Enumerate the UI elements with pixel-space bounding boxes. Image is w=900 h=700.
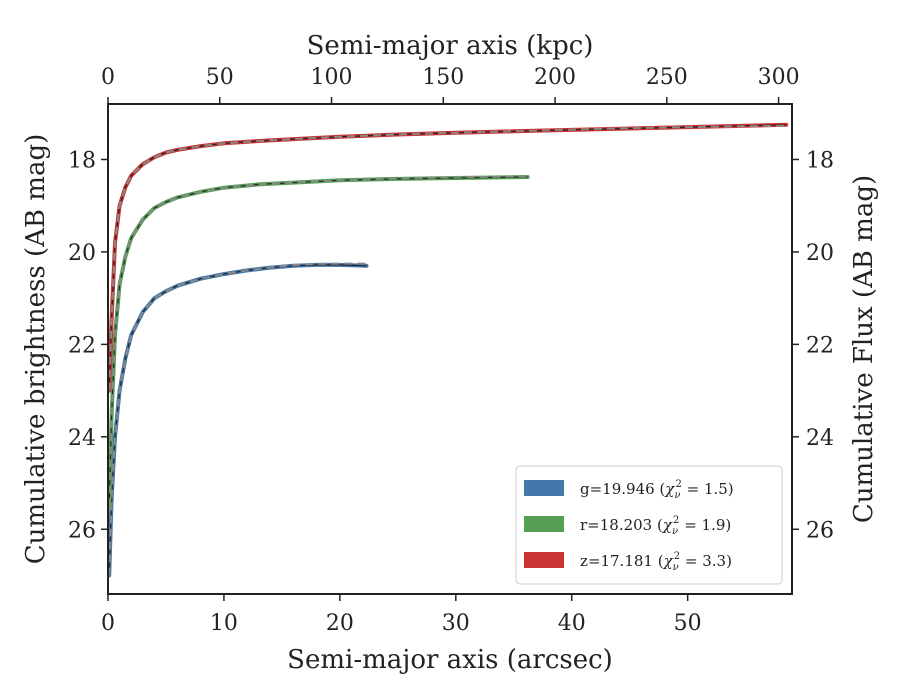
- right-y-tick-label-3: 24: [806, 426, 834, 451]
- top-x-tick-label-4: 200: [534, 65, 576, 90]
- right-y-tick-label-4: 26: [806, 518, 834, 543]
- series-line-2: [107, 122, 789, 393]
- x-tick-label-1: 10: [210, 611, 238, 636]
- y-tick-label-4: 26: [68, 518, 96, 543]
- series-profile-1: [108, 176, 528, 507]
- top-x-tick-label-1: 50: [206, 65, 234, 90]
- x-axis-label: Semi-major axis (arcsec): [287, 645, 613, 675]
- model-line-2: [108, 124, 787, 391]
- series-profile-2: [108, 124, 787, 391]
- series-line-0: [107, 262, 369, 578]
- y-tick-label-3: 24: [68, 426, 96, 451]
- plot-frame: [107, 103, 793, 595]
- x-tick-label-5: 50: [674, 611, 702, 636]
- top-x-tick-label-2: 100: [311, 65, 353, 90]
- x-tick-label-3: 30: [442, 611, 470, 636]
- top-x-tick-label-0: 0: [101, 65, 115, 90]
- right-y-tick-label-0: 18: [806, 148, 834, 173]
- y-tick-label-0: 18: [68, 148, 96, 173]
- right-y-tick-label-1: 20: [806, 241, 834, 266]
- top-x-tick-label-3: 150: [422, 65, 464, 90]
- right-y-axis-label: Cumulative Flux (AB mag): [849, 175, 879, 523]
- legend-label-1: r=18.203 (χν2 = 1.9): [580, 515, 731, 537]
- top-x-axis-label: Semi-major axis (kpc): [307, 31, 594, 61]
- legend: g=19.946 (χν2 = 1.5) r=18.203 (χν2 = 1.9)…: [515, 465, 783, 585]
- legend-entries: g=19.946 (χν2 = 1.5) r=18.203 (χν2 = 1.9)…: [524, 479, 734, 573]
- ticks-layer: 0 10 20 30 40 50 0 50 100 150 200 250 300 18 18 20 20 22 2…: [68, 65, 834, 636]
- legend-label-2: z=17.181 (χν2 = 3.3): [580, 551, 732, 573]
- x-tick-label-4: 40: [558, 611, 586, 636]
- y-tick-label-1: 20: [68, 241, 96, 266]
- top-x-tick-label-6: 300: [758, 65, 800, 90]
- plot-layer: [107, 122, 789, 578]
- model-line-1: [108, 175, 528, 507]
- legend-swatch-0: [524, 480, 564, 496]
- right-y-tick-label-2: 22: [806, 333, 834, 358]
- series-profile-0: [108, 264, 367, 576]
- legend-label-0: g=19.946 (χν2 = 1.5): [580, 479, 734, 501]
- legend-swatch-2: [524, 552, 564, 568]
- legend-box: [515, 465, 783, 585]
- y-tick-label-2: 22: [68, 333, 96, 358]
- legend-swatch-1: [524, 516, 564, 532]
- y-axis-label: Cumulative brightness (AB mag): [21, 134, 51, 565]
- model-line-0: [108, 262, 367, 576]
- series-line-1: [107, 175, 530, 509]
- x-tick-label-2: 20: [326, 611, 354, 636]
- top-x-tick-label-5: 250: [646, 65, 688, 90]
- x-tick-label-0: 0: [101, 611, 115, 636]
